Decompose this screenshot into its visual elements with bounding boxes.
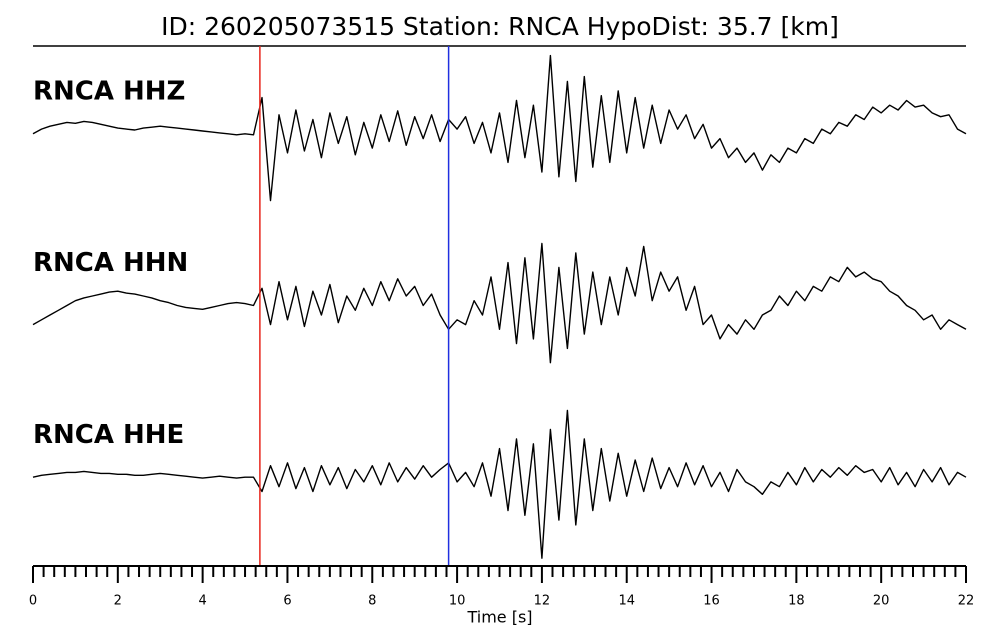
chart-title: ID: 260205073515 Station: RNCA HypoDist:…: [161, 12, 839, 41]
x-tick-label: 0: [29, 594, 37, 609]
x-tick-label: 8: [368, 594, 376, 609]
x-tick-label: 14: [618, 594, 635, 609]
x-tick-label: 20: [873, 594, 890, 609]
waveform: [32, 409, 967, 559]
x-tick-label: 2: [114, 594, 122, 609]
x-axis-label: Time [s]: [466, 608, 532, 627]
waveform: [32, 54, 967, 202]
trace-label: RNCA HHN: [33, 248, 188, 278]
x-tick-label: 6: [283, 594, 291, 609]
x-tick-label: 10: [449, 594, 466, 609]
x-tick-label: 16: [703, 594, 720, 609]
trace-label: RNCA HHE: [33, 420, 184, 450]
x-tick-label: 12: [534, 594, 551, 609]
x-tick-label: 22: [958, 594, 975, 609]
trace-label: RNCA HHZ: [33, 77, 185, 107]
x-tick-label: 4: [198, 594, 206, 609]
waveform: [32, 242, 967, 364]
x-tick-label: 18: [788, 594, 805, 609]
